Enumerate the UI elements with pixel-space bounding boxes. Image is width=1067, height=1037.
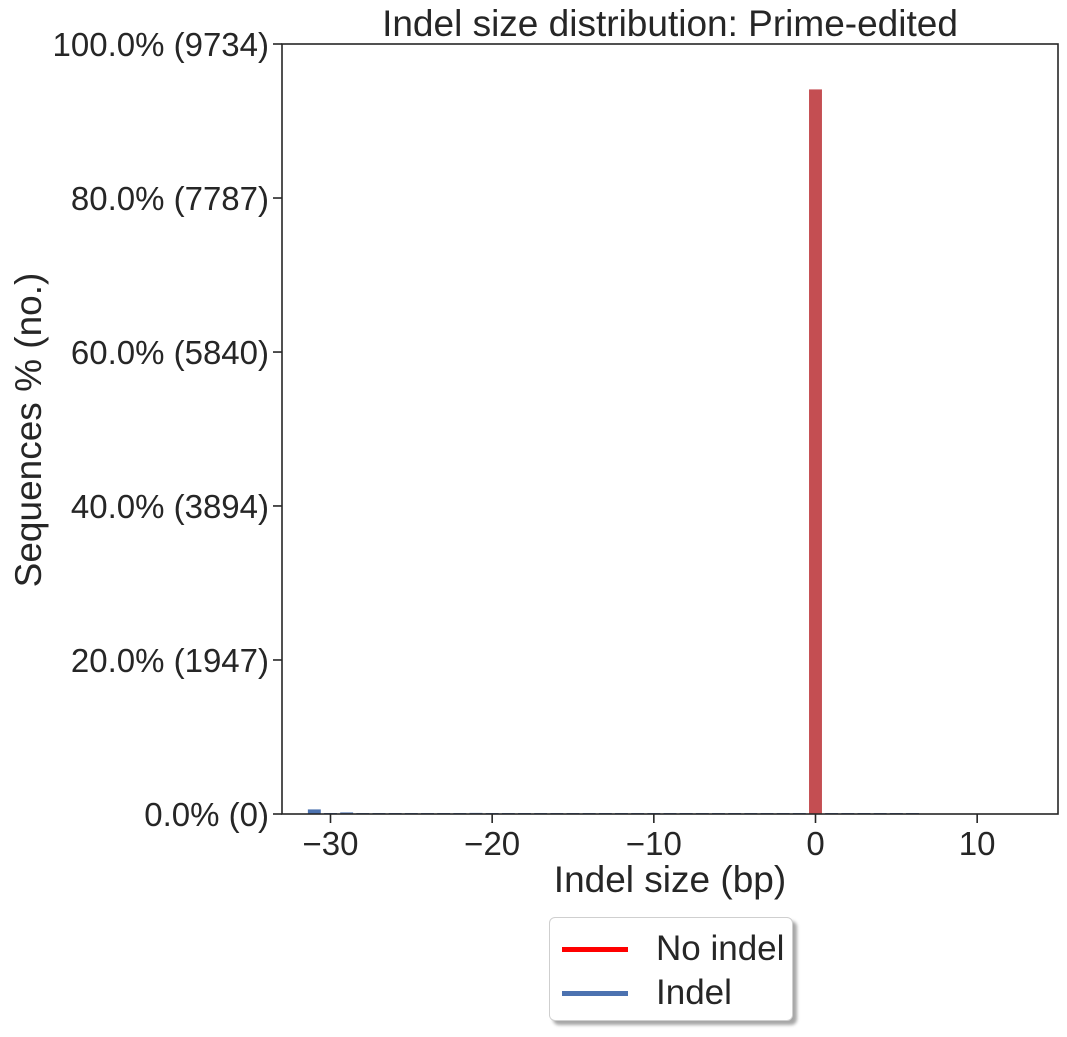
x-tick-label-4: 10 xyxy=(959,825,996,862)
x-tick-label-2: −10 xyxy=(626,825,682,862)
x-tick-label-1: −20 xyxy=(464,825,520,862)
y-tick-label-1: 20.0% (1947) xyxy=(71,642,269,679)
axes-layer: 0.0% (0) 20.0% (1947) 40.0% (3894) 60.0% (5… xyxy=(53,26,1059,862)
x-tick-label-3: 0 xyxy=(806,825,824,862)
y-tick-label-0: 0.0% (0) xyxy=(144,796,269,833)
bar-no-indel-0 xyxy=(809,89,822,814)
legend-label-indel: Indel xyxy=(656,973,732,1012)
x-tick-label-0: −30 xyxy=(303,825,359,862)
y-tick-label-5: 100.0% (9734) xyxy=(53,26,269,63)
legend-swatch-indel xyxy=(562,990,628,996)
bar-indel-0 xyxy=(307,809,321,814)
legend-item-no-indel: No indel xyxy=(562,929,784,969)
legend-swatch-no-indel xyxy=(562,946,628,952)
bars-layer xyxy=(307,89,919,814)
y-tick-label-3: 60.0% (5840) xyxy=(71,334,269,371)
x-axis-label: Indel size (bp) xyxy=(554,859,786,900)
legend: No indel Indel xyxy=(549,917,793,1021)
legend-label-no-indel: No indel xyxy=(656,929,785,968)
chart-title: Indel size distribution: Prime-edited xyxy=(382,3,958,44)
legend-item-indel: Indel xyxy=(562,973,732,1013)
plot-frame xyxy=(281,43,1059,815)
y-tick-label-4: 80.0% (7787) xyxy=(71,180,269,217)
y-axis-label: Sequences % (no.) xyxy=(8,273,49,588)
y-tick-label-2: 40.0% (3894) xyxy=(71,488,269,525)
